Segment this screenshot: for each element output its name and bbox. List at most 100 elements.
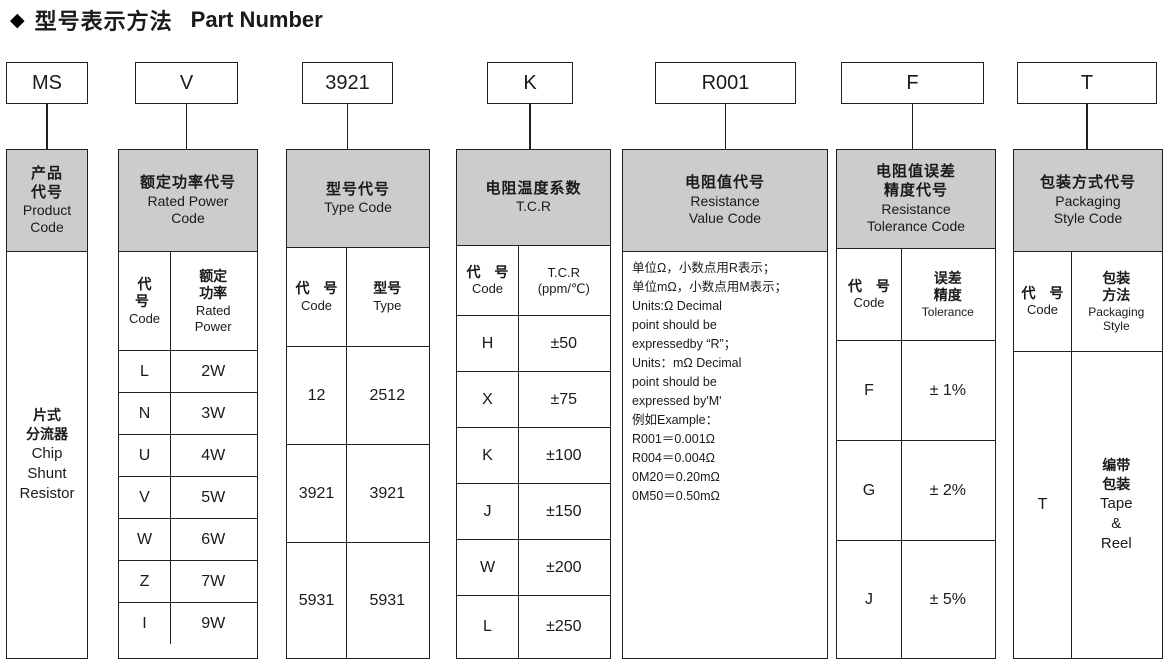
code-box-packaging[interactable]: T <box>1017 62 1157 104</box>
header-cn-line1: 电阻值代号 <box>684 174 765 192</box>
cell-code: 3921 <box>287 445 347 542</box>
table-column-header-row: 代 号 Code 额定 功率 Rated Power <box>119 252 257 351</box>
table-row: H ±50 <box>457 316 610 372</box>
header-en-line2: Tolerance Code <box>866 217 966 234</box>
cell-value: 编带 包装 Tape & Reel <box>1072 352 1161 658</box>
col-header-value: 额定 功率 Rated Power <box>171 252 255 350</box>
code-box-rated-power[interactable]: V <box>135 62 238 104</box>
packaging-table: 代 号 Code 包装 方法 Packaging Style T 编带 <box>1014 252 1162 658</box>
col-header-code-cn: 代 号 <box>848 277 895 294</box>
note-line: Units：mΩ Decimal <box>632 356 742 370</box>
packaging-en-line2: & <box>1111 514 1122 532</box>
header-en-line1: T.C.R <box>516 198 551 215</box>
type-code-table: 代 号 Code 型号 Type 12 2512 3921 3921 <box>287 248 429 658</box>
table-column-header-row: 代 号 Code T.C.R (ppm/℃) <box>457 246 610 316</box>
table-row: 3921 3921 <box>287 445 429 543</box>
table-row: F ± 1% <box>837 341 995 441</box>
note-line: 0M20＝0.20mΩ <box>632 470 720 484</box>
cell-code: 12 <box>287 347 347 444</box>
cell-code: L <box>119 351 171 392</box>
table-row: 5931 5931 <box>287 543 429 658</box>
connector-line <box>46 104 48 149</box>
table-row: L ±250 <box>457 596 610 658</box>
cell-code: U <box>119 435 171 476</box>
col-header-value-en1: Rated <box>195 302 231 318</box>
cell-code: X <box>457 372 519 427</box>
table-row: G ± 2% <box>837 441 995 541</box>
table-row: K ±100 <box>457 428 610 484</box>
panel-header-product: 产品 代号 Product Code <box>7 150 87 252</box>
cell-value: ±200 <box>546 558 582 576</box>
panel-header-resistance-value: 电阻值代号 Resistance Value Code <box>623 150 827 252</box>
table-row: U 4W <box>119 435 257 477</box>
cell-value: 4W <box>201 446 226 464</box>
header-cn-line1: 产品 <box>30 164 63 182</box>
note-line: 例如Example： <box>632 413 719 427</box>
cell-value: 9W <box>201 614 226 632</box>
cell-value: ±100 <box>546 446 582 464</box>
code-box-type[interactable]: 3921 <box>302 62 393 104</box>
code-box-tcr[interactable]: K <box>487 62 573 104</box>
note-line: Units:Ω Decimal <box>632 299 722 313</box>
panel-body-product: 片式 分流器 Chip Shunt Resistor <box>7 252 87 658</box>
table-row: L 2W <box>119 351 257 393</box>
cell-value: ± 1% <box>929 381 966 399</box>
cell-value: ± 2% <box>929 481 966 499</box>
header-en-line2: Code <box>171 209 205 226</box>
panel-body-rated-power: 代 号 Code 额定 功率 Rated Power L 2W N <box>119 252 257 658</box>
header-en-line1: Rated Power <box>147 193 229 210</box>
cell-code: L <box>457 596 519 658</box>
cell-code: 5931 <box>287 543 347 658</box>
cell-value: 6W <box>201 530 226 548</box>
col-header-value: 包装 方法 Packaging Style <box>1072 252 1161 351</box>
cell-value: 5W <box>201 488 226 506</box>
cell-code: N <box>119 393 171 434</box>
diamond-bullet-icon: ◆ <box>10 9 25 31</box>
code-box-resistance-value[interactable]: R001 <box>655 62 796 104</box>
panel-header-tcr: 电阻温度系数 T.C.R <box>457 150 610 246</box>
panel-header-packaging: 包装方式代号 Packaging Style Code <box>1014 150 1162 252</box>
header-en-line2: Value Code <box>688 209 762 226</box>
header-en-line1: Packaging <box>1055 193 1121 210</box>
col-header-code-en: Code <box>471 281 504 297</box>
col-header-code-cn: 代 号 <box>135 275 157 310</box>
connector-line <box>346 104 349 149</box>
page-title-en: Part Number <box>190 7 323 32</box>
table-column-header-row: 代 号 Code 误差 精度 Tolerance <box>837 249 995 341</box>
cell-value: 7W <box>201 572 226 590</box>
panel-header-rated-power: 额定功率代号 Rated Power Code <box>119 150 257 252</box>
code-box-product[interactable]: MS <box>6 62 88 104</box>
header-en-line1: Resistance <box>690 193 760 210</box>
panel-body-resistance-value: 单位Ω，小数点用R表示； 单位mΩ，小数点用M表示； Units:Ω Decim… <box>623 252 827 658</box>
note-line: expressedby “R”； <box>632 337 737 351</box>
table-row: I 9W <box>119 603 257 644</box>
cell-code: F <box>837 341 902 440</box>
header-cn-line2: 代号 <box>30 183 63 201</box>
col-header-value-cn2: 精度 <box>933 287 962 304</box>
panel-resistance-value: 电阻值代号 Resistance Value Code 单位Ω，小数点用R表示；… <box>622 149 828 659</box>
col-header-code: 代 号 Code <box>119 252 171 350</box>
cell-code: T <box>1014 352 1072 658</box>
col-header-value: 误差 精度 Tolerance <box>902 249 994 340</box>
cell-value: 2W <box>201 362 226 380</box>
col-header-value-en1: Type <box>373 297 402 313</box>
col-header-code-en: Code <box>853 295 885 311</box>
col-header-value-cn1: 误差 <box>933 269 962 286</box>
tcr-table: 代 号 Code T.C.R (ppm/℃) H ±50 X ±75 <box>457 246 610 658</box>
header-cn-line1: 包装方式代号 <box>1039 174 1136 192</box>
cell-code: G <box>837 441 902 540</box>
packaging-description: 编带 包装 Tape & Reel <box>1100 354 1133 656</box>
panel-tolerance: 电阻值误差 精度代号 Resistance Tolerance Code 代 号… <box>836 149 996 659</box>
table-row: W 6W <box>119 519 257 561</box>
code-box-tolerance[interactable]: F <box>841 62 984 104</box>
packaging-cn-line1: 编带 <box>1102 456 1131 473</box>
col-header-code: 代 号 Code <box>1014 252 1072 351</box>
cell-value: ±250 <box>546 618 582 635</box>
tolerance-table: 代 号 Code 误差 精度 Tolerance F ± 1% G ± 2% <box>837 249 995 658</box>
connector-line <box>1086 104 1088 149</box>
cell-code: Z <box>119 561 171 602</box>
product-en-line3: Resistor <box>19 485 75 503</box>
header-cn-line1: 电阻值误差 <box>875 163 956 181</box>
cell-code: J <box>837 541 902 658</box>
note-line: 单位Ω，小数点用R表示； <box>632 261 776 275</box>
